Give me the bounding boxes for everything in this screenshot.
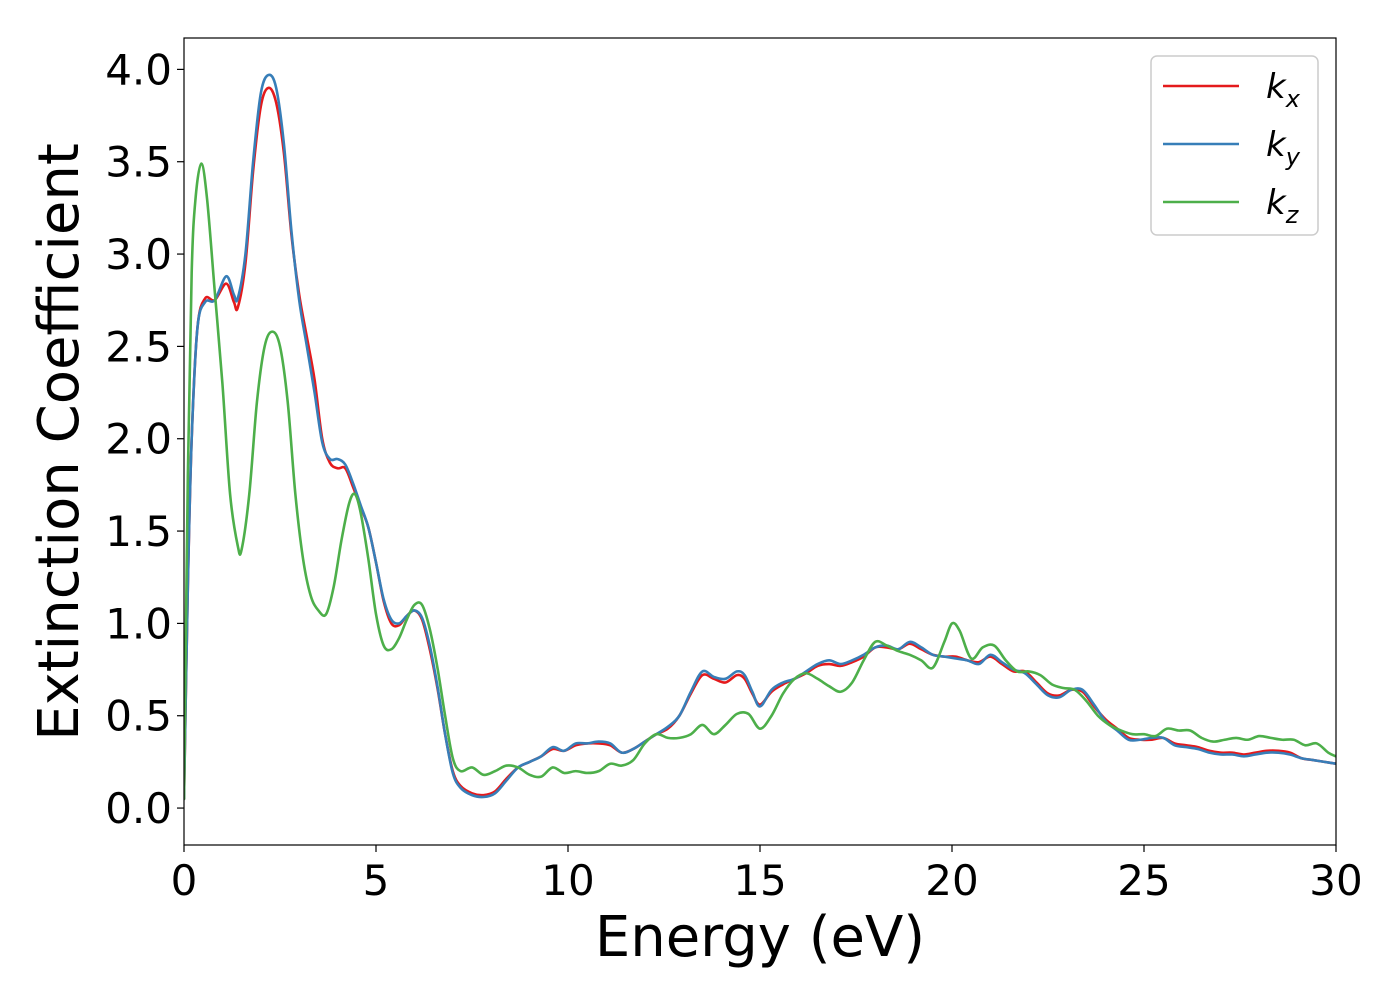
legend-label-subscript: y [1285, 143, 1301, 171]
series-line-k-z [184, 162, 1336, 801]
x-tick-label: 15 [733, 856, 786, 905]
y-tick-label: 3.5 [105, 138, 172, 187]
x-tick-label: 10 [541, 856, 594, 905]
legend-label-k-y: ky [1266, 125, 1301, 171]
x-axis: 0 5 10 15 20 25 30 [171, 845, 1363, 905]
y-tick-label: 2.0 [105, 415, 172, 464]
y-tick-label: 3.0 [105, 230, 172, 279]
legend-label-base: k [1266, 183, 1287, 223]
y-tick-label: 0.5 [105, 692, 172, 741]
y-axis-label: Extinction Coefficient [27, 143, 92, 741]
series-layer [184, 73, 1336, 801]
x-axis-label: Energy (eV) [595, 905, 925, 970]
y-tick-label: 2.5 [105, 322, 172, 371]
y-tick-label: 0.0 [105, 784, 172, 833]
x-tick-label: 20 [925, 856, 978, 905]
y-tick-label: 1.5 [105, 507, 172, 556]
legend-label-base: k [1266, 67, 1287, 107]
x-tick-label: 30 [1309, 856, 1362, 905]
y-tick-label: 1.0 [105, 599, 172, 648]
legend-label-subscript: z [1285, 201, 1300, 229]
legend-label-subscript: x [1285, 85, 1301, 113]
x-tick-label: 25 [1117, 856, 1170, 905]
y-tick-label: 4.0 [105, 45, 172, 94]
legend-label-k-x: kx [1266, 67, 1301, 113]
x-tick-label: 0 [171, 856, 198, 905]
legend-label-k-z: kz [1266, 183, 1300, 229]
x-tick-label: 5 [363, 856, 390, 905]
y-axis: 0.0 0.5 1.0 1.5 2.0 2.5 3.0 3.5 4.0 [105, 45, 184, 833]
legend-label-base: k [1266, 125, 1287, 165]
legend-box [1150, 55, 1319, 236]
